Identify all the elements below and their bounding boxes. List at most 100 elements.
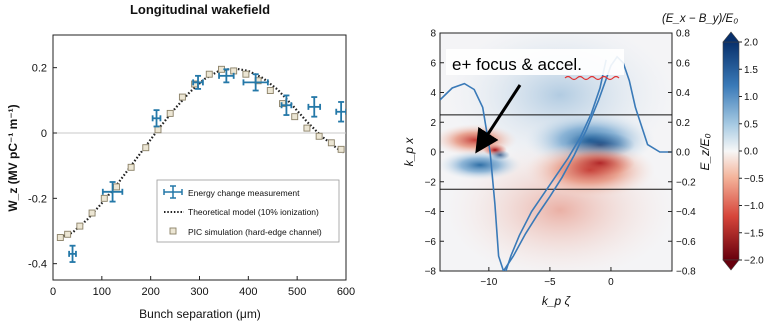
pic-point xyxy=(76,222,84,230)
right-y-axis-label: k_p x xyxy=(402,137,416,167)
measurement-series xyxy=(68,68,346,263)
pic-simulation-series xyxy=(56,65,345,241)
legend-model-label: Theoretical model (10% ionization) xyxy=(188,207,319,217)
measurement-point xyxy=(68,244,77,263)
colorbar-tick-label: −1.0 xyxy=(744,201,764,212)
spellcheck-squiggle xyxy=(564,75,620,81)
lower-red-core xyxy=(565,150,635,176)
annotation-text: e+ focus & accel. xyxy=(452,55,582,74)
measurement-point xyxy=(307,96,322,118)
right-y-tick-label: −2 xyxy=(425,177,437,188)
left-legend: Energy change measurement Theoretical mo… xyxy=(156,179,340,243)
colorbar-tick-label: −0.5 xyxy=(744,174,764,185)
right-y-ticks: −8 −6 −4 −2 0 2 4 6 8 xyxy=(425,29,444,278)
pic-point xyxy=(242,70,250,78)
right-y-tick-label: 4 xyxy=(430,88,436,99)
measurement-point xyxy=(218,68,235,84)
pic-point xyxy=(315,132,323,140)
pic-point xyxy=(291,113,299,121)
right-x-axis-label-text: k_p ζ xyxy=(542,294,572,308)
left-y-tick-label: -0.2 xyxy=(28,193,47,205)
pic-point xyxy=(64,230,72,238)
colorbar-tick-label: 1.0 xyxy=(744,92,758,103)
left-blue-core xyxy=(490,150,510,160)
right-y2-tick-label: −0.6 xyxy=(676,237,696,248)
left-x-ticks: 0 100 200 300 400 500 600 xyxy=(50,276,355,298)
pic-point xyxy=(113,183,120,191)
right-chart: −10 −5 0 −8 −6 −4 −2 0 2 4 6 8 −0.8 −0.6 −0.4 −0.2 0.0… xyxy=(402,13,764,308)
left-x-tick-label: 0 xyxy=(50,286,56,298)
right-x-tick-label: 0 xyxy=(608,277,614,288)
right-y2-tick-label: 0.0 xyxy=(676,148,690,159)
pic-point xyxy=(142,144,150,152)
left-x-axis-label: Bunch separation (μm) xyxy=(139,307,261,321)
left-x-tick-label: 400 xyxy=(239,286,257,298)
measurement-point xyxy=(151,109,162,128)
right-y2-tick-label: 0.8 xyxy=(676,29,690,40)
left-x-tick-label: 500 xyxy=(288,286,306,298)
left-chart: Longitudinal wakefield 0 100 200 300 400 500 6… xyxy=(6,2,355,321)
measurement-point xyxy=(335,101,346,123)
right-x-ticks: −10 −5 0 xyxy=(480,267,614,288)
left-x-tick-label: 300 xyxy=(190,286,208,298)
pic-point xyxy=(266,87,274,94)
pic-point xyxy=(327,139,335,147)
pic-point xyxy=(127,163,135,171)
measurement-point xyxy=(280,94,293,116)
colorbar-tick-label: 2.0 xyxy=(744,38,758,49)
right-y2-ticks: −0.8 −0.6 −0.4 −0.2 0.0 0.2 0.4 0.6 0.8 xyxy=(668,29,696,278)
colorbar-tick-label: 1.5 xyxy=(744,65,758,76)
measurement-point xyxy=(192,74,204,90)
pic-point xyxy=(205,70,213,78)
left-x-tick-label: 600 xyxy=(337,286,355,298)
legend-pic-symbol xyxy=(169,227,177,235)
right-y2-tick-label: 0.4 xyxy=(676,88,690,99)
right-y-tick-label: −4 xyxy=(425,207,437,218)
colorbar-tick-label: 0.5 xyxy=(744,119,758,130)
pic-point xyxy=(178,93,186,101)
right-x-axis-label: k_p ζ xyxy=(542,294,572,308)
right-y2-tick-label: −0.4 xyxy=(676,207,696,218)
measurement-point xyxy=(101,181,124,203)
annotation-backdrop xyxy=(446,49,624,75)
pic-point xyxy=(337,145,345,153)
colorbar-tick-label: −2.0 xyxy=(744,256,764,267)
left-x-tick-label: 200 xyxy=(141,286,159,298)
right-y2-tick-label: 0.2 xyxy=(676,118,690,129)
right-x-tick-label: −10 xyxy=(480,277,497,288)
colorbar-tick-label: −1.5 xyxy=(744,228,764,239)
right-y2-axis-label: E_z/E₀ xyxy=(698,133,712,170)
measurement-point xyxy=(242,73,269,92)
right-x-tick-label: −5 xyxy=(544,277,556,288)
pic-point xyxy=(303,124,311,132)
colorbar-tick-label: 0.0 xyxy=(744,147,758,158)
bubble-boundary-curve xyxy=(505,59,607,271)
right-y-tick-label: −8 xyxy=(425,267,437,278)
pic-point xyxy=(100,194,108,202)
legend-box xyxy=(156,179,340,243)
right-y-tick-label: 0 xyxy=(430,148,436,159)
colorbar-top-extension xyxy=(722,31,740,43)
left-y-tick-label: 0 xyxy=(41,128,47,140)
legend-measurement-symbol xyxy=(163,185,183,199)
right-y2-tick-label: 0.6 xyxy=(676,58,690,69)
colorbar-label: (E_x − B_y)/E₀ xyxy=(662,13,738,25)
right-y2-tick-label: −0.8 xyxy=(676,267,696,278)
legend-pic-label: PIC simulation (hard-edge channel) xyxy=(188,227,322,237)
right-y-tick-label: −6 xyxy=(425,237,437,248)
right-y-tick-label: 2 xyxy=(430,118,436,129)
colorbar-bottom-extension xyxy=(722,259,740,271)
left-plot-frame xyxy=(52,34,347,281)
right-y-tick-label: 8 xyxy=(430,29,436,40)
left-y-axis-label: W_z (MV pC⁻¹ m⁻¹) xyxy=(6,104,20,211)
pic-point xyxy=(166,109,174,117)
left-y-tick-label: 0.2 xyxy=(32,63,47,75)
colorbar-ticks: −2.0 −1.5 −1.0 −0.5 0.0 0.5 1.0 1.5 2.0 xyxy=(739,38,764,267)
pic-point xyxy=(88,209,96,217)
annotation-arrow xyxy=(475,84,522,154)
legend-measurement-label: Energy change measurement xyxy=(188,188,300,198)
ez-curve xyxy=(440,55,672,271)
right-y-tick-label: 6 xyxy=(430,58,436,69)
right-y2-tick-label: −0.2 xyxy=(676,177,696,188)
